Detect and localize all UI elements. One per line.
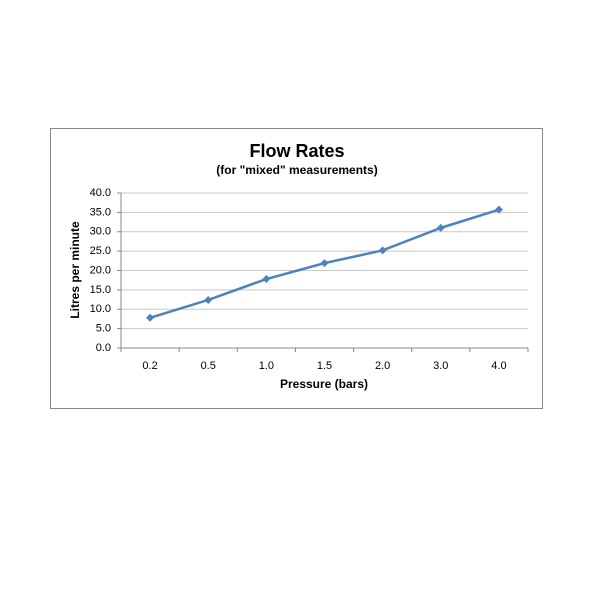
x-tick-label: 0.2 bbox=[142, 360, 157, 372]
y-tick-label: 40.0 bbox=[90, 187, 111, 199]
y-tick-label: 10.0 bbox=[90, 303, 111, 315]
x-tick-label: 4.0 bbox=[491, 360, 506, 372]
y-tick-label: 35.0 bbox=[90, 206, 111, 218]
chart-subtitle: (for "mixed" measurements) bbox=[216, 163, 377, 177]
chart-frame bbox=[50, 128, 543, 409]
data-point bbox=[494, 205, 503, 214]
data-point bbox=[320, 259, 329, 268]
data-point bbox=[204, 295, 213, 304]
data-point bbox=[378, 246, 387, 255]
chart-title: Flow Rates bbox=[249, 141, 344, 161]
x-tick-label: 0.5 bbox=[201, 360, 216, 372]
data-point bbox=[262, 275, 271, 284]
x-tick-label: 3.0 bbox=[433, 360, 448, 372]
y-tick-label: 15.0 bbox=[90, 284, 111, 296]
x-tick-label: 1.5 bbox=[317, 360, 332, 372]
data-point bbox=[146, 313, 155, 322]
y-axis-title: Litres per minute bbox=[68, 221, 82, 319]
x-tick-label: 2.0 bbox=[375, 360, 390, 372]
x-axis-title: Pressure (bars) bbox=[280, 377, 368, 391]
y-tick-label: 30.0 bbox=[90, 226, 111, 238]
y-tick-label: 25.0 bbox=[90, 245, 111, 257]
y-tick-label: 0.0 bbox=[96, 342, 111, 354]
y-tick-label: 20.0 bbox=[90, 264, 111, 276]
data-point bbox=[436, 223, 445, 232]
y-tick-label: 5.0 bbox=[96, 323, 111, 335]
x-tick-label: 1.0 bbox=[259, 360, 274, 372]
